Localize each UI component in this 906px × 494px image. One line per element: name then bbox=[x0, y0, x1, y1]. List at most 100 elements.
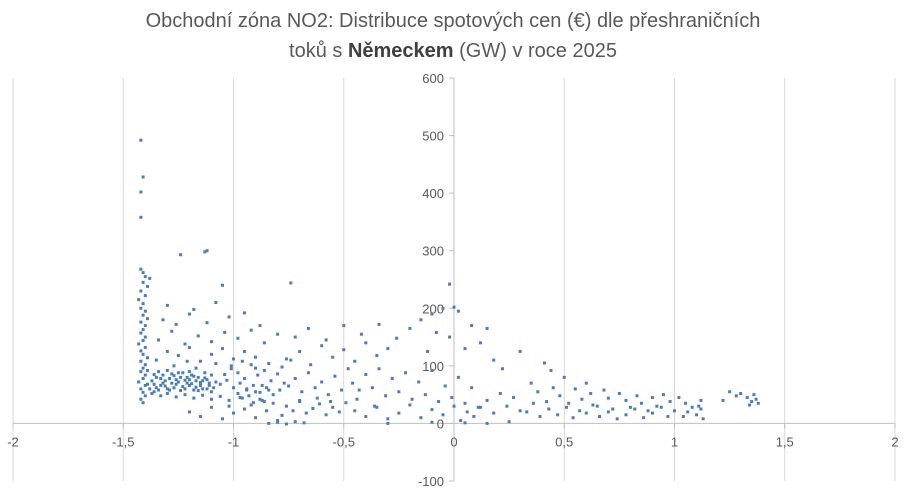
data-point bbox=[606, 410, 610, 414]
data-point bbox=[157, 338, 161, 342]
data-point bbox=[419, 318, 423, 322]
data-point bbox=[531, 401, 535, 405]
data-point bbox=[209, 340, 213, 344]
data-point bbox=[190, 373, 194, 377]
data-point bbox=[333, 374, 337, 378]
data-point bbox=[238, 381, 242, 385]
data-point bbox=[364, 341, 368, 345]
data-point bbox=[518, 349, 522, 353]
data-point bbox=[267, 388, 271, 392]
data-point bbox=[174, 395, 178, 399]
data-point bbox=[174, 382, 178, 386]
data-point bbox=[324, 413, 328, 417]
data-point bbox=[351, 381, 355, 385]
data-point bbox=[302, 421, 306, 425]
data-point bbox=[578, 409, 582, 413]
data-point bbox=[201, 393, 205, 397]
data-point bbox=[633, 407, 637, 411]
data-point bbox=[163, 384, 167, 388]
data-point bbox=[209, 390, 213, 394]
data-point bbox=[179, 375, 183, 379]
data-point bbox=[143, 294, 147, 298]
data-point bbox=[357, 388, 361, 392]
chart-title-line2: toků s Německem (GW) v roce 2025 bbox=[0, 36, 906, 66]
data-point bbox=[300, 390, 304, 394]
data-point bbox=[364, 372, 368, 376]
data-point bbox=[179, 389, 183, 393]
data-point bbox=[260, 383, 264, 387]
data-point bbox=[165, 349, 169, 353]
data-point bbox=[403, 371, 407, 375]
data-point bbox=[227, 398, 231, 402]
data-point bbox=[262, 341, 266, 345]
data-point bbox=[236, 371, 240, 375]
data-point bbox=[227, 315, 231, 319]
data-point bbox=[306, 326, 310, 330]
data-point bbox=[183, 378, 187, 382]
data-point bbox=[209, 352, 213, 356]
data-point bbox=[639, 401, 643, 405]
data-point bbox=[525, 410, 529, 414]
data-point bbox=[547, 407, 551, 411]
data-point bbox=[606, 396, 610, 400]
data-point bbox=[624, 413, 628, 417]
data-point bbox=[666, 415, 670, 419]
data-point bbox=[386, 347, 390, 351]
data-point bbox=[542, 361, 546, 365]
data-point bbox=[181, 371, 185, 375]
data-point bbox=[154, 386, 158, 390]
data-point bbox=[375, 405, 379, 409]
x-tick-label: 2 bbox=[891, 434, 898, 449]
data-point bbox=[141, 271, 145, 275]
data-point bbox=[591, 403, 595, 407]
data-point bbox=[375, 353, 379, 357]
data-point bbox=[598, 415, 602, 419]
data-point bbox=[589, 391, 593, 395]
data-point bbox=[752, 393, 756, 397]
data-point bbox=[141, 313, 145, 317]
data-point bbox=[198, 381, 202, 385]
data-point bbox=[207, 381, 211, 385]
data-point bbox=[293, 420, 297, 424]
data-point bbox=[146, 356, 150, 360]
data-point bbox=[507, 420, 511, 424]
data-point bbox=[699, 398, 703, 402]
data-point bbox=[617, 391, 621, 395]
data-point bbox=[280, 365, 284, 369]
y-tick-label: 400 bbox=[422, 186, 444, 201]
data-point bbox=[476, 405, 480, 409]
data-point bbox=[225, 378, 229, 382]
data-point bbox=[280, 413, 284, 417]
data-point bbox=[734, 394, 738, 398]
data-point bbox=[187, 383, 191, 387]
x-tick-label: 0,5 bbox=[555, 434, 573, 449]
data-point bbox=[238, 396, 242, 400]
data-point bbox=[505, 404, 509, 408]
data-point bbox=[139, 387, 143, 391]
data-point bbox=[701, 417, 705, 421]
data-point bbox=[152, 372, 156, 376]
data-point bbox=[170, 372, 174, 376]
data-point bbox=[251, 383, 255, 387]
data-point bbox=[377, 367, 381, 371]
data-point bbox=[331, 355, 335, 359]
data-point bbox=[229, 367, 233, 371]
data-point bbox=[395, 336, 399, 340]
data-point bbox=[470, 324, 474, 328]
data-point bbox=[139, 320, 143, 324]
data-point bbox=[154, 375, 158, 379]
data-point bbox=[276, 419, 280, 423]
data-point bbox=[218, 382, 222, 386]
data-point bbox=[165, 303, 169, 307]
data-point bbox=[628, 405, 632, 409]
data-point bbox=[695, 413, 699, 417]
data-point bbox=[498, 391, 502, 395]
data-point bbox=[697, 404, 701, 408]
data-point bbox=[229, 364, 233, 368]
data-point bbox=[434, 330, 438, 334]
data-point bbox=[141, 302, 145, 306]
y-tick-label: 600 bbox=[422, 71, 444, 86]
data-point bbox=[342, 324, 346, 328]
data-point bbox=[240, 396, 244, 400]
data-point bbox=[284, 357, 288, 361]
